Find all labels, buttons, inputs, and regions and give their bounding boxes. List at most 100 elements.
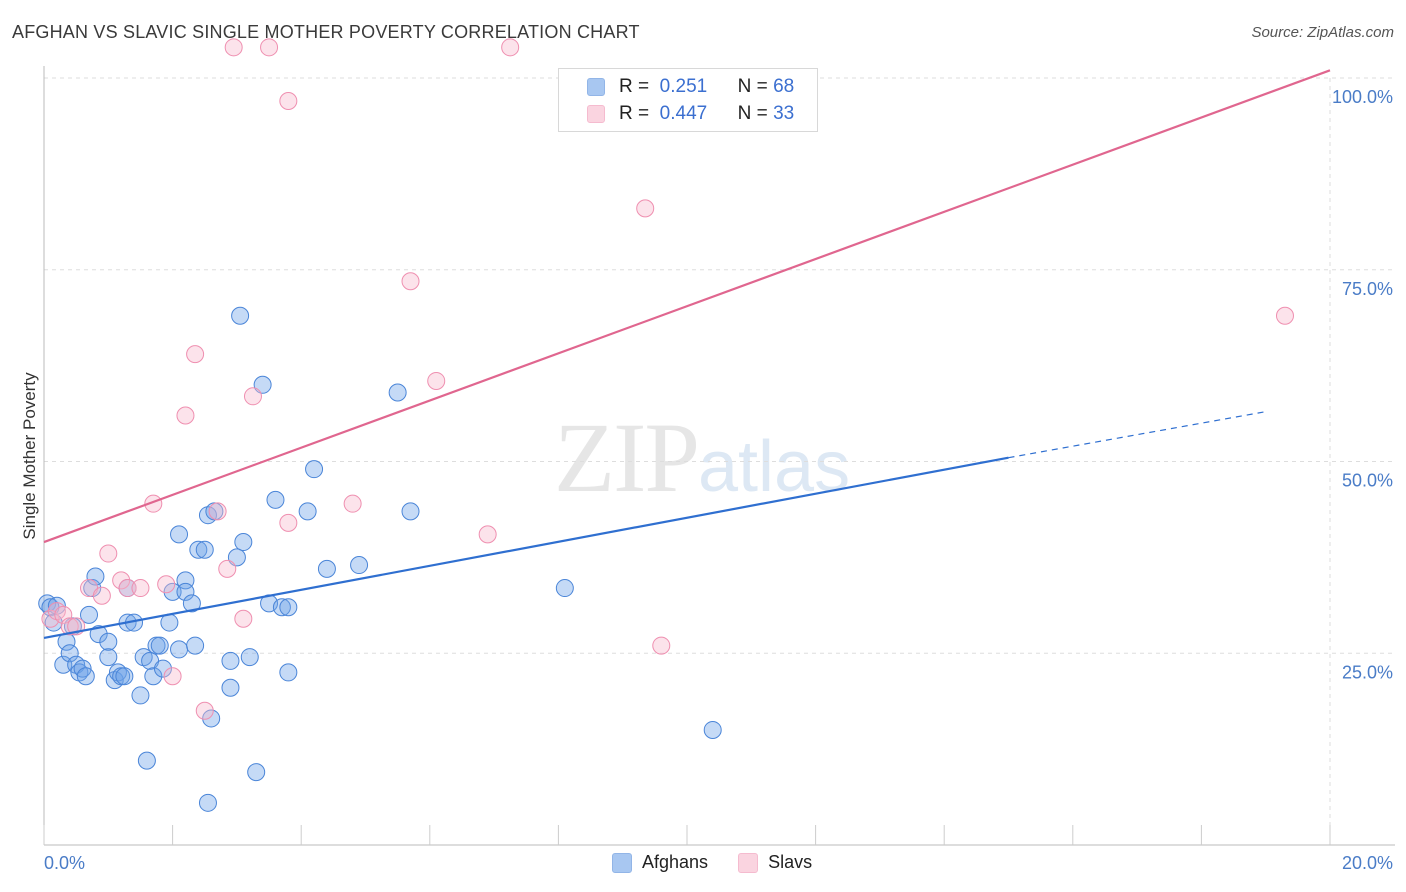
point-afghans: [198, 793, 217, 812]
legend-label-slavs: Slavs: [768, 852, 813, 872]
point-afghans: [305, 460, 324, 479]
point-slavs: [163, 667, 182, 686]
point-slavs: [1275, 306, 1294, 325]
point-afghans: [703, 720, 722, 739]
point-slavs: [343, 494, 362, 513]
point-slavs: [501, 38, 520, 57]
point-afghans: [182, 594, 201, 613]
legend-item-afghans[interactable]: Afghans: [612, 852, 708, 873]
trend-line-slavs: [43, 69, 1331, 544]
legend-swatch-slavs: [587, 105, 605, 123]
point-afghans: [247, 763, 266, 782]
point-afghans: [388, 383, 407, 402]
point-slavs: [401, 272, 420, 291]
point-afghans: [176, 582, 195, 601]
series-legend: Afghans Slavs: [612, 852, 842, 873]
x-tick-label: 20.0%: [1342, 853, 1393, 873]
point-slavs: [243, 387, 262, 406]
point-slavs: [260, 38, 279, 57]
point-slavs: [157, 575, 176, 594]
point-afghans: [221, 651, 240, 670]
axes: [43, 66, 1395, 846]
point-slavs: [652, 636, 671, 655]
point-afghans: [202, 709, 221, 728]
point-slavs: [279, 92, 298, 111]
point-afghans: [80, 605, 99, 624]
legend-label-afghans: Afghans: [642, 852, 709, 872]
point-afghans: [186, 636, 205, 655]
legend-r-label: R =: [619, 76, 650, 97]
correlation-legend: R = 0.251 N = 68 R = 0.447 N = 33: [558, 68, 818, 132]
point-afghans: [555, 579, 574, 598]
point-slavs: [92, 586, 111, 605]
point-afghans: [153, 659, 172, 678]
point-slavs: [112, 571, 131, 590]
point-slavs: [234, 609, 253, 628]
watermark-atlas: atlas: [698, 427, 851, 507]
legend-row-afghans: R = 0.251 N = 68: [587, 75, 794, 99]
y-tick-label: 50.0%: [1342, 471, 1393, 491]
legend-r-label: R =: [619, 103, 650, 124]
point-slavs: [279, 513, 298, 532]
point-afghans: [99, 632, 118, 651]
point-afghans: [231, 306, 250, 325]
point-afghans: [195, 540, 214, 559]
legend-swatch-afghans: [612, 852, 632, 873]
point-afghans: [279, 598, 298, 617]
point-afghans: [317, 559, 336, 578]
point-afghans: [170, 525, 189, 544]
point-afghans: [189, 540, 208, 559]
point-afghans: [298, 502, 317, 521]
y-tick-label: 100.0%: [1332, 87, 1393, 107]
watermark: ZIPatlas: [554, 400, 850, 515]
point-afghans: [115, 667, 134, 686]
point-afghans: [272, 598, 291, 617]
point-afghans: [150, 636, 169, 655]
chart-title: AFGHAN VS SLAVIC SINGLE MOTHER POVERTY C…: [12, 22, 640, 42]
point-afghans: [266, 490, 285, 509]
tick-labels: 25.0% 50.0% 75.0% 100.0% 0.0% 20.0%: [44, 87, 1393, 873]
x-tick-label: 0.0%: [44, 853, 85, 873]
legend-n-label: N =: [737, 103, 768, 124]
point-afghans: [170, 640, 189, 659]
legend-n-value: 33: [773, 103, 795, 124]
legend-n-label: N =: [737, 76, 768, 97]
point-slavs: [176, 406, 195, 425]
point-slavs: [131, 579, 150, 598]
point-slavs: [427, 371, 446, 390]
legend-item-slavs[interactable]: Slavs: [738, 852, 812, 873]
point-afghans: [253, 375, 272, 394]
point-afghans: [240, 648, 259, 667]
point-afghans: [60, 644, 79, 663]
trend-lines: [43, 69, 1331, 639]
y-tick-label: 75.0%: [1342, 279, 1393, 299]
point-afghans: [99, 648, 118, 667]
trend-line-afghans: [43, 456, 1009, 639]
legend-swatch-slavs: [738, 852, 759, 873]
point-afghans: [279, 663, 298, 682]
point-afghans: [76, 667, 95, 686]
point-afghans: [47, 596, 66, 615]
point-afghans: [137, 751, 156, 770]
point-afghans: [131, 686, 150, 705]
point-afghans: [54, 655, 73, 674]
point-afghans: [86, 567, 105, 586]
y-tick-label: 25.0%: [1342, 662, 1393, 682]
point-afghans: [401, 502, 420, 521]
trend-line-afghans-extrapolated: [1008, 411, 1266, 459]
legend-r-value: 0.251: [659, 76, 708, 97]
point-slavs: [208, 502, 227, 521]
point-slavs: [636, 199, 655, 218]
point-afghans: [163, 582, 182, 601]
point-afghans: [234, 533, 253, 552]
source-credit: Source: ZipAtlas.com: [1251, 24, 1394, 41]
point-slavs: [118, 579, 137, 598]
point-slavs: [218, 559, 237, 578]
point-slavs: [54, 605, 73, 624]
point-afghans: [89, 625, 108, 644]
point-slavs: [478, 525, 497, 544]
legend-r-value: 0.447: [659, 103, 708, 124]
legend-n-value: 68: [773, 76, 795, 97]
point-afghans: [350, 556, 369, 575]
